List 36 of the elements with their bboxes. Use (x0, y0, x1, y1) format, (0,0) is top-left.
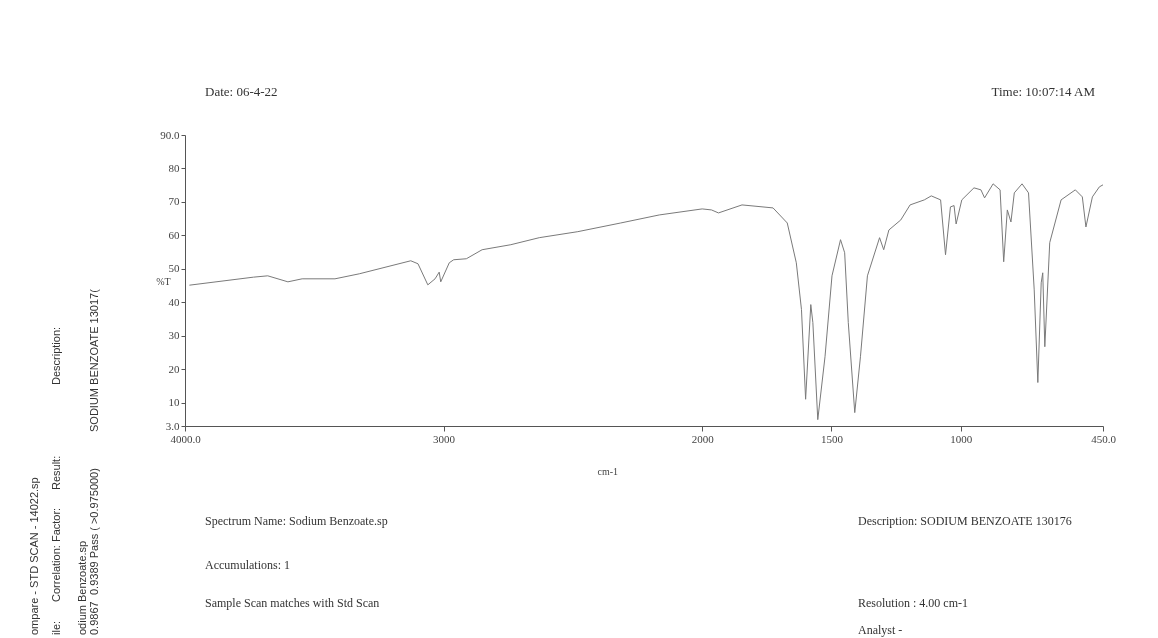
text: ile: (50, 620, 62, 635)
y-axis-title: %T (156, 275, 171, 287)
x-tick-label: 3000 (433, 432, 456, 445)
text: 0.9389 Pass ( >0.975000) (88, 468, 100, 595)
x-axis-title: cm-1 (597, 465, 619, 477)
text: Resolution : 4.00 cm-1 (858, 596, 968, 610)
text: Date: 06-4-22 (205, 84, 278, 99)
x-tick-label: 1500 (820, 432, 844, 445)
y-tick-label: 80 (168, 161, 180, 174)
x-tick-label: 2000 (691, 432, 715, 445)
x-tick-label: 4000.0 (170, 432, 202, 445)
y-tick-label: 30 (168, 329, 180, 342)
text: Accumulations: 1 (205, 558, 290, 572)
text: Spectrum Name: Sodium Benzoate.sp (205, 514, 388, 528)
text: Description: (50, 326, 62, 385)
text: Correlation: Factor: (50, 507, 62, 602)
x-tick-label: 450.0 (1091, 432, 1117, 445)
text: Result: (50, 455, 62, 490)
y-tick-label: 20 (168, 362, 180, 375)
y-tick-label: 50 (168, 262, 180, 275)
y-tick-label: 10 (168, 396, 180, 409)
line-series (188, 183, 1103, 421)
text: Time: 10:07:14 AM (991, 84, 1096, 99)
text: Sample Scan matches with Std Scan (205, 596, 380, 610)
text: Analyst - (858, 623, 903, 637)
text: 0.9867 (88, 601, 100, 635)
y-tick-label: 40 (168, 295, 180, 308)
text: SODIUM BENZOATE 13017( (88, 288, 100, 432)
text: ompare - STD SCAN - 14022.sp (28, 477, 40, 635)
y-tick-label: 60 (168, 228, 180, 241)
x-tick-label: 1000 (950, 432, 973, 445)
text: Description: SODIUM BENZOATE 130176 (858, 514, 1072, 528)
y-tick-label: 90.0 (160, 128, 180, 141)
y-tick-label: 70 (168, 195, 180, 208)
y-tick-label: 3.0 (165, 419, 180, 432)
text: odium Benzoate.sp (76, 540, 88, 635)
